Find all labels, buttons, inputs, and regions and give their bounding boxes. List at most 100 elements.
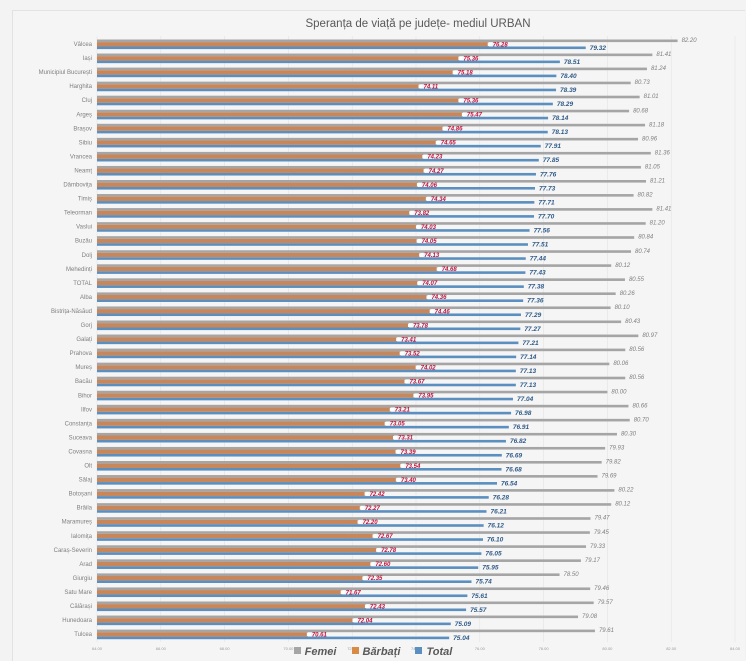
category-label: Prahova: [70, 351, 93, 357]
bar-total: [97, 327, 521, 331]
marker-barbati: [359, 506, 364, 510]
data-label-total: 77.38: [528, 284, 545, 291]
marker-barbati: [362, 576, 367, 580]
category-label: Galați: [76, 337, 92, 343]
data-label-femei: 81.18: [649, 122, 665, 128]
data-label-femei: 80.10: [615, 305, 631, 311]
bar-femei: [97, 362, 610, 366]
data-label-barbati: 72.35: [367, 576, 383, 582]
bar-femei: [97, 208, 653, 211]
data-label-femei: 81.01: [644, 94, 659, 100]
category-label: Vâlcea: [74, 42, 93, 48]
data-label-total: 76.21: [490, 508, 507, 515]
data-label-femei: 80.66: [632, 403, 648, 409]
bar-femei: [97, 250, 632, 253]
bar-barbati: [97, 561, 372, 567]
bar-femei: [97, 334, 639, 338]
bar-total: [97, 594, 468, 598]
bar-barbati: [97, 42, 489, 47]
bar-total: [97, 341, 519, 345]
bar-barbati: [97, 56, 460, 61]
bar-femei: [97, 67, 647, 71]
data-label-total: 77.21: [522, 340, 539, 347]
bar-total: [97, 580, 472, 583]
data-label-femei: 80.26: [620, 291, 636, 297]
marker-barbati: [407, 323, 412, 327]
marker-barbati: [416, 239, 421, 243]
category-label: Sălaj: [79, 478, 92, 484]
category-label: Buzău: [75, 239, 92, 245]
bar-femei: [97, 222, 646, 225]
bar-femei: [97, 503, 612, 506]
marker-barbati: [452, 70, 457, 75]
bar-total: [97, 313, 521, 317]
legend: Femei Bărbați Total: [0, 646, 746, 658]
data-label-femei: 80.73: [635, 80, 651, 86]
bar-total: [97, 383, 516, 387]
data-label-total: 77.51: [532, 242, 549, 249]
data-label-barbati: 74.46: [435, 309, 451, 315]
data-label-barbati: 72.42: [370, 492, 386, 498]
x-tick-label: 66.00: [156, 646, 167, 651]
data-label-femei: 80.30: [621, 431, 637, 437]
data-label-femei: 79.61: [599, 628, 614, 634]
bar-barbati: [97, 98, 460, 103]
bar-barbati: [97, 421, 386, 426]
bar-total: [97, 285, 524, 288]
marker-barbati: [364, 604, 369, 608]
chart-title: Speranța de viață pe județe- mediul URBA…: [305, 18, 531, 30]
bar-total: [97, 453, 502, 457]
data-label-femei: 79.08: [582, 614, 598, 620]
bar-femei: [97, 123, 646, 127]
data-label-femei: 81.41: [656, 52, 671, 58]
bar-femei: [97, 165, 641, 169]
data-label-barbati: 74.36: [431, 295, 447, 301]
data-label-total: 75.61: [471, 593, 488, 600]
data-label-femei: 82.20: [682, 38, 698, 44]
bar-barbati: [97, 590, 342, 595]
bar-femei: [97, 461, 602, 464]
category-label: Botoșani: [69, 492, 92, 498]
bar-total: [97, 201, 535, 204]
data-label-total: 76.69: [506, 452, 523, 459]
data-label-barbati: 73.41: [401, 337, 417, 343]
marker-barbati: [389, 407, 394, 412]
category-label: Călărași: [70, 604, 92, 610]
bar-femei: [97, 264, 612, 267]
data-label-barbati: 74.02: [421, 365, 437, 371]
category-label: Alba: [80, 295, 93, 301]
bar-barbati: [97, 547, 378, 553]
bar-femei: [97, 306, 611, 310]
bar-femei: [97, 376, 626, 380]
bar-femei: [97, 53, 653, 57]
data-label-femei: 79.46: [594, 586, 610, 592]
category-label: TOTAL: [73, 281, 92, 287]
data-label-barbati: 73.39: [401, 450, 417, 456]
marker-barbati: [370, 562, 375, 566]
bar-total: [97, 229, 530, 232]
bar-barbati: [97, 435, 394, 440]
data-label-total: 75.95: [482, 565, 499, 572]
marker-barbati: [376, 548, 381, 552]
data-label-barbati: 73.40: [401, 478, 417, 484]
data-label-femei: 79.82: [606, 460, 622, 466]
data-label-femei: 81.36: [655, 150, 671, 156]
legend-swatch-barbati: [351, 647, 359, 654]
category-label: Harghita: [69, 84, 92, 90]
data-label-femei: 79.17: [585, 558, 601, 564]
bar-total: [97, 299, 524, 302]
data-label-barbati: 70.61: [312, 632, 328, 638]
bar-femei: [97, 446, 606, 450]
data-label-total: 77.91: [545, 143, 562, 150]
data-label-barbati: 74.07: [422, 281, 438, 287]
data-label-barbati: 75.47: [467, 113, 483, 119]
data-label-femei: 80.56: [629, 375, 645, 381]
data-label-barbati: 73.31: [398, 436, 414, 442]
bar-total: [97, 46, 586, 50]
data-label-femei: 81.05: [645, 164, 661, 170]
bar-total: [97, 243, 528, 246]
bar-total: [97, 468, 502, 471]
bar-femei: [97, 418, 630, 422]
bar-total: [97, 510, 487, 513]
data-label-total: 78.51: [564, 59, 581, 66]
